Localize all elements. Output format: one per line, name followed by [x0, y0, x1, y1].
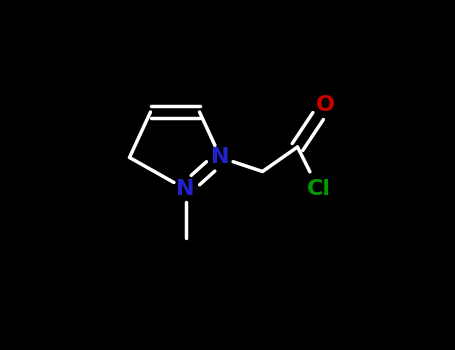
- Text: O: O: [316, 95, 335, 115]
- Text: N: N: [211, 147, 230, 168]
- Text: Cl: Cl: [307, 179, 330, 199]
- Text: N: N: [176, 179, 195, 199]
